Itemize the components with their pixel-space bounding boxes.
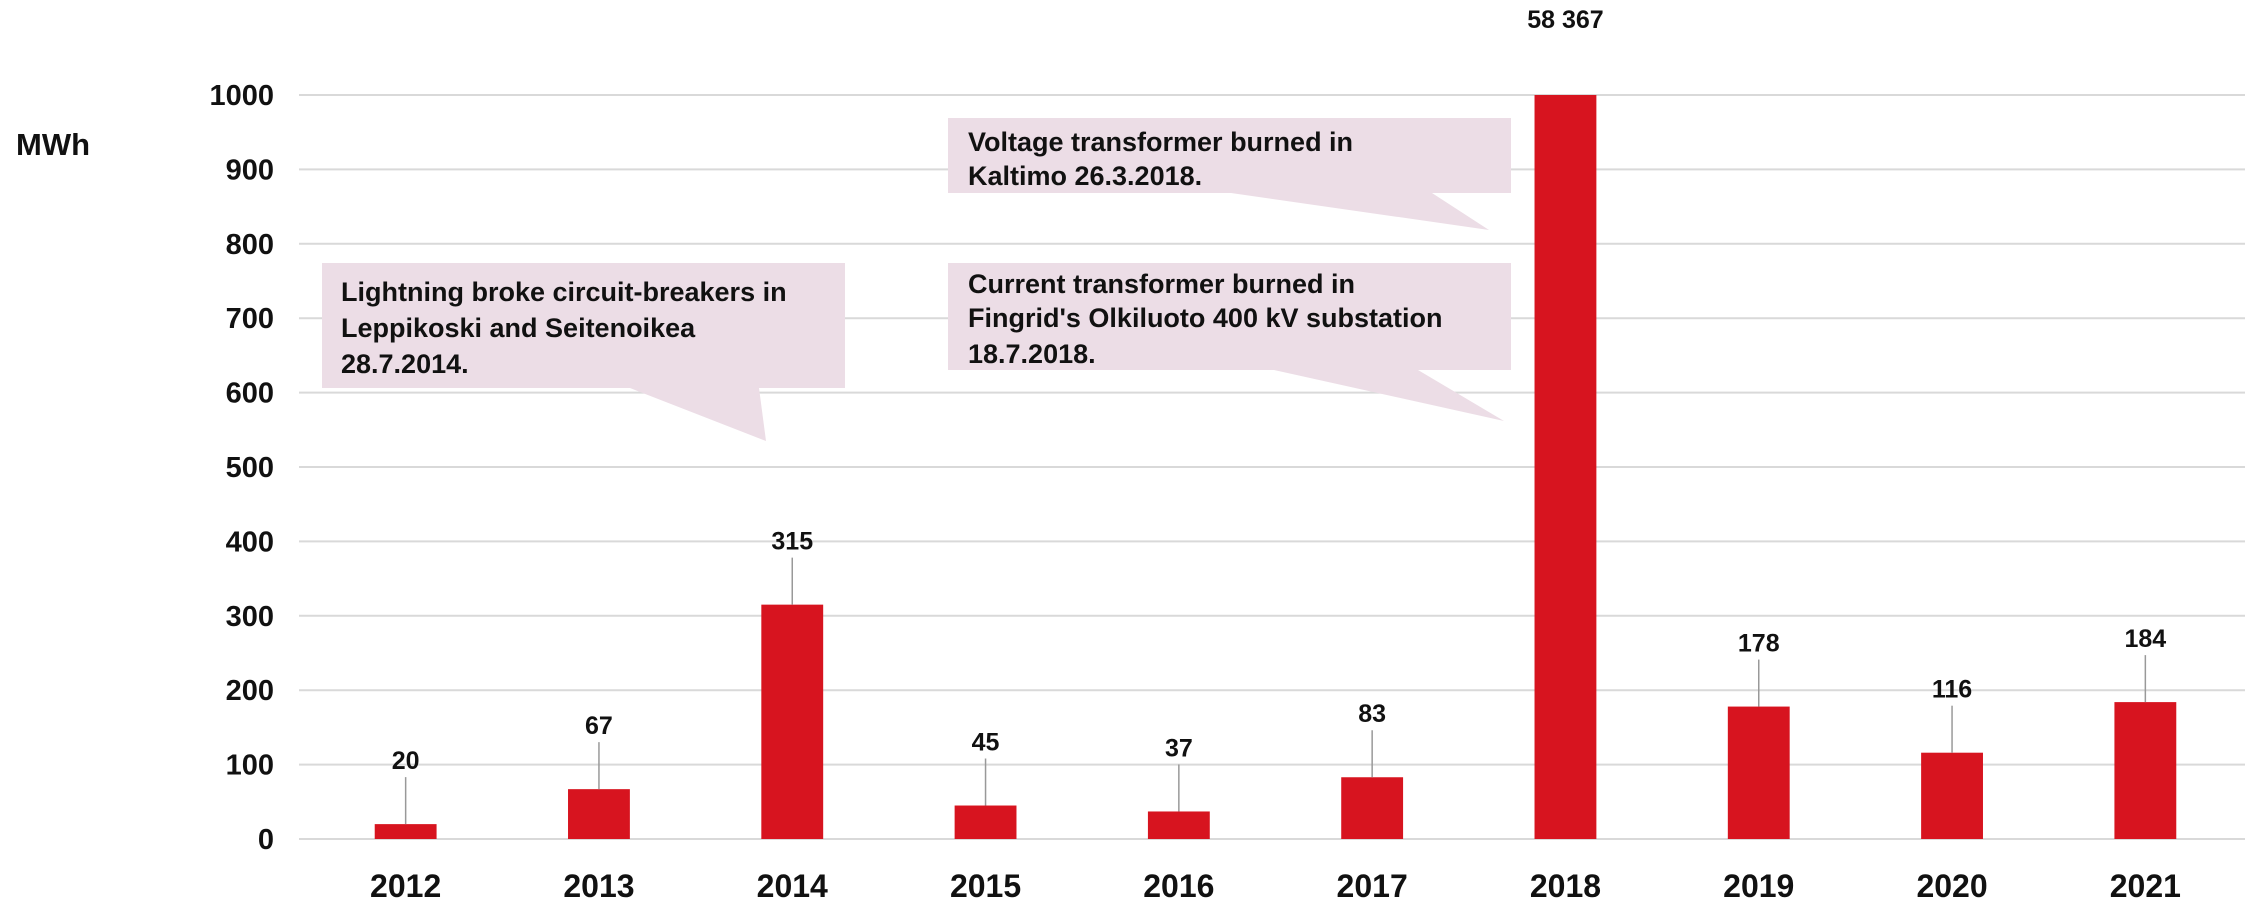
value-label: 37 [1165,734,1193,762]
bar [1147,811,1210,839]
value-label: 58 367 [1527,6,1603,34]
x-tick-label: 2021 [2110,868,2181,904]
x-tick-label: 2012 [370,868,441,904]
value-label: 83 [1358,700,1386,728]
value-label: 184 [2124,625,2166,653]
y-tick-label: 400 [226,526,274,558]
y-tick-label: 900 [226,154,274,186]
bar [761,604,824,839]
value-label: 45 [972,729,1000,757]
callout-text: Leppikoski and Seitenoikea [341,313,696,343]
y-axis-label: MWh [16,127,90,162]
bar [374,824,437,839]
y-tick-label: 0 [258,824,274,856]
value-label: 178 [1738,630,1780,658]
value-label: 67 [585,712,613,740]
bars [374,95,2177,839]
callout-box [948,118,1511,230]
x-tick-label: 2013 [563,868,634,904]
callout-text: Current transformer burned in [968,269,1355,299]
y-tick-label: 800 [226,229,274,261]
value-label: 116 [1932,676,1972,704]
bar [568,789,630,839]
y-tick-label: 300 [226,601,274,633]
bar [954,805,1017,839]
x-tick-label: 2020 [1916,868,1987,904]
y-tick-label: 700 [226,303,274,335]
callout-box [322,263,845,441]
callout-text: Kaltimo 26.3.2018. [968,161,1202,191]
callout: Voltage transformer burned in Kaltimo 26… [948,118,1511,230]
labels: 2012 20 2013 67 2014 315 2015 45 2016 37 2017 83 201… [370,6,2181,904]
callout-text: 18.7.2018. [968,339,1096,369]
y-tick-label: 200 [226,675,274,707]
x-tick-label: 2018 [1530,868,1601,904]
y-tick-label: 1000 [209,80,274,112]
x-tick-label: 2017 [1337,868,1408,904]
x-tick-label: 2014 [757,868,828,904]
callout-text: Fingrid's Olkiluoto 400 kV substation [968,303,1443,333]
x-tick-label: 2019 [1723,868,1794,904]
bar [1727,706,1790,839]
grid: 0 100 200 300 400 500 600 700 800 900 1000 [209,80,2245,856]
x-tick-label: 2016 [1143,868,1214,904]
bar [1534,95,1597,839]
callout-text: Lightning broke circuit-breakers in [341,277,787,307]
callout: Current transformer burned in Fingrid's … [948,263,1511,421]
bar [2114,702,2177,839]
value-label: 315 [771,528,813,556]
value-label: 20 [392,747,420,775]
callout-text: 28.7.2014. [341,349,469,379]
callout-text: Voltage transformer burned in [968,127,1353,157]
y-tick-label: 500 [226,452,274,484]
callout: Lightning broke circuit-breakers in Lepp… [322,263,845,441]
bar [1341,777,1404,839]
callout-box [948,263,1511,421]
x-tick-label: 2015 [950,868,1021,904]
y-tick-label: 600 [226,378,274,410]
y-tick-label: 100 [226,750,274,782]
bar [1921,752,1983,839]
